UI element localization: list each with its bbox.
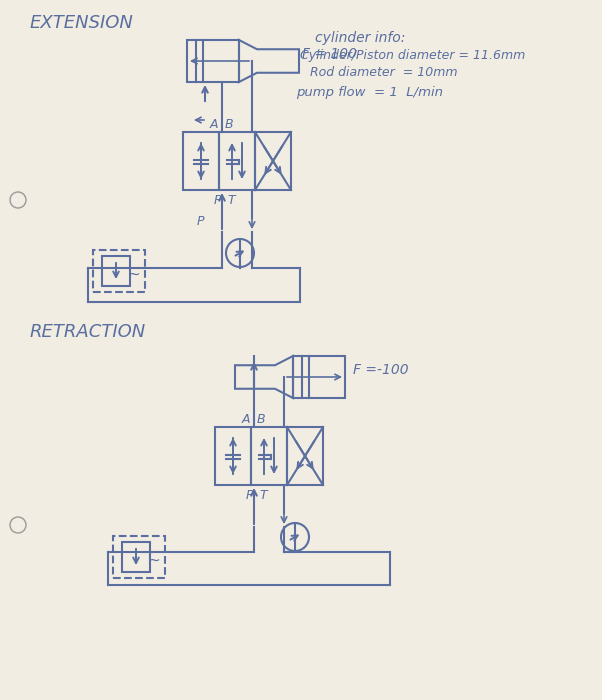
Bar — [113, 536, 165, 578]
Text: P: P — [197, 215, 205, 228]
Text: T: T — [259, 489, 267, 502]
Text: F =-100: F =-100 — [353, 363, 409, 377]
Bar — [287, 427, 323, 485]
Text: Cylinder/Piston diameter = 11.6mm: Cylinder/Piston diameter = 11.6mm — [300, 49, 526, 62]
Bar — [183, 132, 219, 190]
Text: RETRACTION: RETRACTION — [30, 323, 146, 341]
Bar — [251, 427, 287, 485]
Bar — [255, 132, 291, 190]
Text: P: P — [214, 194, 222, 207]
Text: P: P — [246, 489, 253, 502]
Bar — [93, 250, 145, 292]
Bar — [215, 427, 251, 485]
Bar — [219, 132, 255, 190]
Text: cylinder info:: cylinder info: — [315, 31, 405, 45]
Text: EXTENSION: EXTENSION — [30, 14, 134, 32]
Text: $\sim$: $\sim$ — [125, 266, 141, 281]
Text: A: A — [210, 118, 219, 131]
Text: F = 100: F = 100 — [302, 47, 357, 61]
Text: pump flow  = 1  L/min: pump flow = 1 L/min — [296, 86, 443, 99]
Text: Rod diameter  = 10mm: Rod diameter = 10mm — [310, 66, 458, 79]
Bar — [187, 40, 239, 82]
Text: A: A — [242, 413, 250, 426]
Text: $\sim$: $\sim$ — [145, 552, 161, 567]
Bar — [293, 356, 345, 398]
Text: B: B — [225, 118, 234, 131]
Text: B: B — [257, 413, 265, 426]
Text: T: T — [227, 194, 235, 207]
Bar — [122, 542, 150, 572]
Bar — [102, 256, 130, 286]
